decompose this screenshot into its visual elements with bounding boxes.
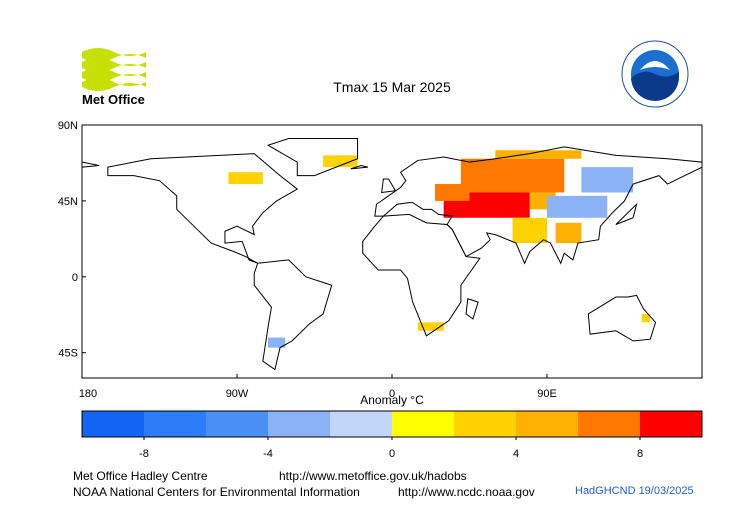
colorbar: -8 -4 0 4 8: [81, 410, 703, 460]
colorbar-tick-label: 8: [637, 448, 643, 460]
anomaly-cell: [495, 150, 582, 159]
anomaly-cell: [460, 158, 565, 193]
coastline: [107, 153, 299, 264]
colorbar-swatch: [516, 411, 578, 437]
colorbar-tick-label: 4: [513, 448, 519, 460]
x-tick-label: 90W: [226, 388, 249, 400]
colorbar-label: Anomaly °C: [360, 393, 424, 407]
colorbar-swatch: [578, 411, 640, 437]
map: 180 90W 0 90E 90N 45N 0 45S: [58, 120, 703, 400]
anomaly-cell: [555, 222, 582, 244]
coastline: [81, 161, 100, 168]
coastline: [381, 178, 397, 194]
coastline: [465, 298, 479, 320]
chart-title: Tmax 15 Mar 2025: [333, 79, 451, 95]
footer-text: http://www.ncdc.noaa.gov: [398, 485, 535, 499]
colorbar-swatch: [640, 411, 702, 437]
colorbar-swatch: [454, 411, 516, 437]
footer-text: NOAA National Centers for Environmental …: [73, 485, 360, 499]
colorbar-swatch: [82, 411, 144, 437]
colorbar-swatch: [206, 411, 268, 437]
anomaly-cell: [547, 195, 608, 218]
y-tick-label: 45N: [58, 196, 78, 208]
coastline: [615, 202, 638, 225]
footer-text: http://www.metoffice.gov.uk/hadobs: [279, 469, 467, 483]
colorbar-swatch: [144, 411, 206, 437]
met-office-logo: [82, 48, 146, 91]
y-tick-label: 45S: [58, 348, 78, 360]
anomaly-cell: [641, 313, 651, 323]
colorbar-tick-label: 0: [389, 448, 395, 460]
colorbar-swatch: [392, 411, 454, 437]
footer-text: Met Office Hadley Centre: [73, 469, 208, 483]
coastline: [374, 146, 703, 265]
x-tick-label: 90E: [537, 388, 557, 400]
dataset-label: HadGHCND 19/03/2025: [575, 485, 694, 497]
colorbar-swatch: [330, 411, 392, 437]
anomaly-cell: [268, 337, 286, 348]
anomaly-cell: [323, 155, 358, 168]
anomaly-cell: [435, 184, 470, 201]
coastline: [350, 164, 369, 170]
coastline: [587, 294, 657, 342]
noaa-logo: [621, 40, 689, 108]
y-tick-label: 0: [72, 272, 78, 284]
map-frame: [81, 124, 703, 379]
x-tick-label: 0: [389, 388, 395, 400]
coastline: [362, 213, 481, 337]
y-tick-label: 90N: [58, 120, 78, 132]
x-tick-label: 180: [79, 388, 97, 400]
anomaly-cell: [417, 322, 444, 331]
anomaly-cell: [228, 172, 263, 185]
anomaly-cell: [581, 167, 634, 193]
colorbar-tick-label: -8: [139, 448, 149, 460]
logo-text: Met Office: [82, 92, 145, 107]
colorbar-swatch: [268, 411, 330, 437]
colorbar-tick-label: -4: [263, 448, 273, 460]
anomaly-cell: [512, 217, 547, 244]
coastline: [266, 137, 359, 177]
coastline: [253, 259, 333, 371]
